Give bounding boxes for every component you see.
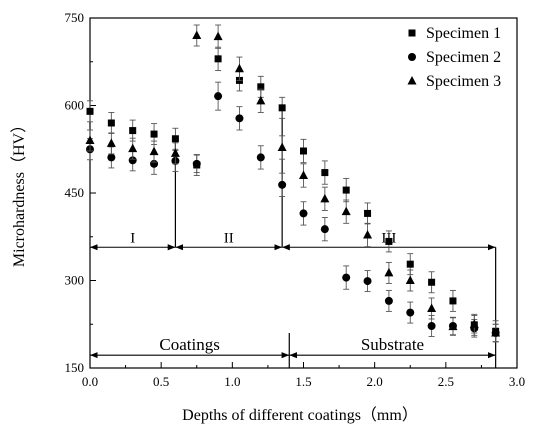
data-point — [214, 55, 222, 63]
data-point — [405, 275, 415, 284]
data-point — [427, 322, 436, 330]
region-label: Substrate — [361, 335, 424, 354]
data-point — [257, 83, 265, 91]
data-point — [342, 186, 350, 194]
series-square — [86, 46, 500, 343]
data-point — [256, 95, 266, 105]
legend-label: Specimen 3 — [426, 73, 501, 90]
x-tick-label: 0.0 — [82, 374, 98, 389]
data-point — [363, 277, 372, 286]
data-point — [234, 63, 244, 73]
data-point — [107, 153, 116, 162]
x-axis-title: Depths of different coatings（mm） — [182, 406, 418, 424]
data-point — [277, 142, 287, 151]
data-point — [363, 230, 373, 239]
data-point — [384, 296, 393, 305]
series-circle — [86, 81, 500, 343]
data-point — [406, 260, 414, 268]
data-point — [214, 92, 223, 101]
data-point — [149, 146, 159, 156]
data-point — [171, 135, 179, 143]
data-point — [278, 180, 287, 189]
data-point — [256, 153, 265, 162]
data-marks — [85, 24, 501, 343]
data-point — [150, 130, 158, 138]
data-point — [213, 31, 223, 41]
data-point — [86, 107, 94, 115]
legend-marker — [408, 29, 416, 37]
legend: Specimen 1 Specimen 2 Specimen 3 — [407, 25, 501, 90]
region-label: II — [224, 230, 234, 246]
data-point — [449, 297, 457, 305]
data-point — [448, 321, 458, 331]
data-point — [128, 143, 138, 153]
y-axis-title: Microhardness（HV） — [10, 117, 28, 267]
data-point — [85, 135, 95, 144]
legend-label: Specimen 1 — [426, 25, 501, 42]
data-point — [341, 206, 351, 216]
data-point — [107, 119, 115, 127]
region-label: Coatings — [159, 335, 219, 354]
data-point — [278, 104, 286, 112]
data-point — [106, 138, 116, 147]
data-point — [320, 225, 329, 234]
data-point — [170, 148, 180, 157]
region-annotations: IIIIIICoatingsSubstrate — [90, 111, 497, 368]
data-point — [128, 156, 137, 165]
data-point — [129, 127, 137, 135]
data-point — [406, 308, 415, 317]
data-point — [469, 319, 479, 328]
x-tick-label: 1.5 — [295, 374, 311, 389]
data-point — [321, 169, 329, 177]
y-tick-label: 600 — [65, 98, 85, 113]
region-label: I — [130, 230, 135, 246]
x-tick-label: 3.0 — [509, 374, 525, 389]
data-point — [192, 30, 202, 39]
plot-frame — [89, 17, 518, 369]
y-tick-label: 150 — [65, 360, 85, 375]
y-tick-label: 750 — [65, 10, 85, 25]
series-triangle — [85, 24, 501, 343]
data-point — [491, 328, 501, 337]
legend-label: Specimen 2 — [426, 49, 501, 66]
data-point — [192, 159, 201, 168]
y-tick-label: 300 — [65, 273, 85, 288]
data-point — [235, 114, 244, 123]
data-point — [428, 278, 436, 286]
x-tick-label: 0.5 — [153, 374, 169, 389]
x-tick-label: 2.0 — [367, 374, 383, 389]
plot-axes: 0.0 0.5 1.0 1.5 2.0 2.5 3.0 150 300 450 600 750 — [65, 10, 526, 389]
data-point — [342, 273, 351, 282]
data-point — [384, 267, 394, 277]
data-point — [300, 147, 307, 155]
legend-marker — [408, 53, 416, 61]
x-tick-label: 1.0 — [224, 374, 240, 389]
x-tick-label: 2.5 — [438, 374, 454, 389]
legend-marker — [407, 76, 417, 85]
data-point — [299, 170, 308, 179]
data-point — [364, 209, 372, 217]
y-tick-label: 450 — [65, 185, 85, 200]
data-point — [385, 237, 393, 245]
data-point — [427, 303, 437, 312]
data-point — [320, 193, 330, 203]
data-point — [299, 209, 308, 218]
